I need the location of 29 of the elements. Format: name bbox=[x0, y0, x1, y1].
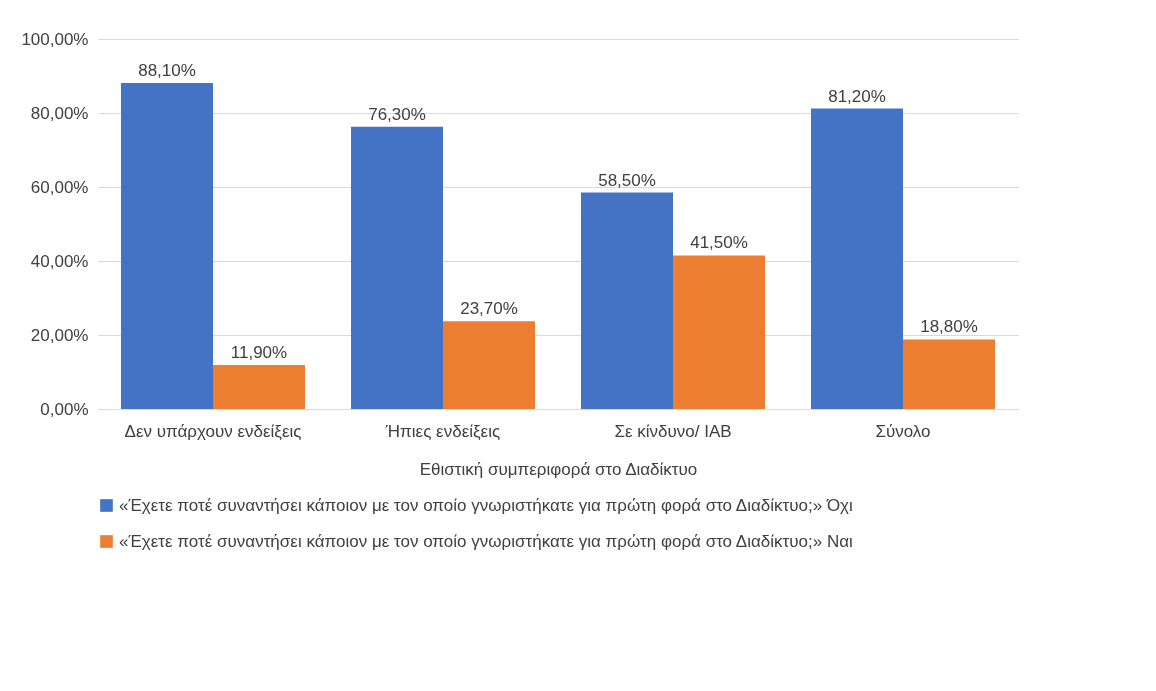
data-label: 81,20% bbox=[828, 86, 886, 106]
data-label: 18,80% bbox=[920, 317, 978, 337]
legend-label: «Έχετε ποτέ συναντήσει κάποιον με τον οποίο γνωριστήκατε για πρώτη φορά στο Διαδίκτυο;» Όχι bbox=[119, 495, 853, 515]
bar bbox=[351, 126, 443, 409]
x-tick-label: Δεν υπάρχουν ενδείξεις bbox=[124, 421, 302, 441]
y-tick-label: 20,00% bbox=[30, 325, 89, 345]
bar bbox=[121, 83, 213, 409]
data-label: 11,90% bbox=[230, 342, 288, 362]
data-label: 41,50% bbox=[690, 233, 748, 253]
x-tick-label: Ήπιες ενδείξεις bbox=[384, 421, 501, 441]
bar bbox=[581, 192, 673, 409]
bar bbox=[443, 321, 535, 409]
x-tick-label: Σε κίνδυνο/ ΙΑΒ bbox=[614, 421, 732, 441]
bar bbox=[213, 364, 305, 409]
x-axis-title: Εθιστική συμπεριφορά στο Διαδίκτυο bbox=[419, 459, 698, 479]
y-tick-label: 40,00% bbox=[30, 251, 89, 271]
bar bbox=[811, 108, 903, 409]
data-label: 88,10% bbox=[138, 61, 196, 81]
x-tick-label: Σύνολο bbox=[875, 421, 931, 441]
data-label: 76,30% bbox=[368, 104, 426, 124]
data-label: 58,50% bbox=[598, 170, 656, 190]
y-tick-label: 0,00% bbox=[40, 399, 89, 419]
bar bbox=[673, 255, 765, 409]
data-label: 23,70% bbox=[460, 299, 518, 319]
y-tick-label: 100,00% bbox=[21, 29, 89, 49]
bar bbox=[903, 339, 995, 409]
legend-label: «Έχετε ποτέ συναντήσει κάποιον με τον οποίο γνωριστήκατε για πρώτη φορά στο Διαδίκτυο;» Ναι bbox=[119, 531, 854, 551]
y-tick-label: 80,00% bbox=[30, 103, 89, 123]
y-tick-label: 60,00% bbox=[30, 177, 89, 197]
